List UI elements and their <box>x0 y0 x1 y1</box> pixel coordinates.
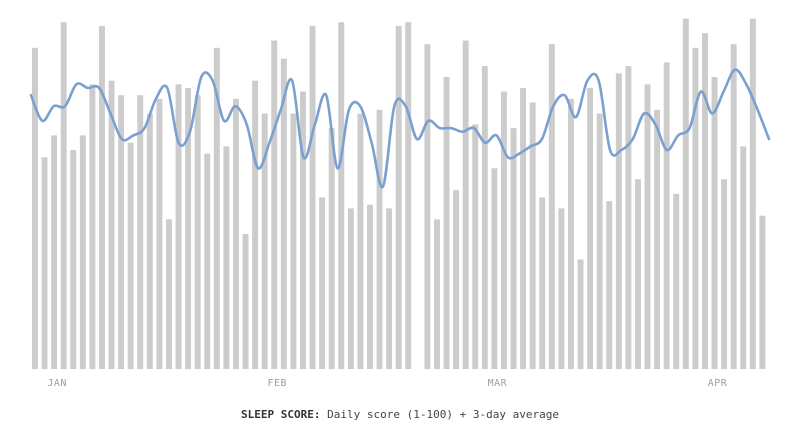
bars-group <box>32 18 766 370</box>
bar <box>635 179 641 369</box>
bar <box>644 84 651 370</box>
bar <box>271 40 278 369</box>
bar <box>51 135 58 369</box>
bar <box>99 25 105 370</box>
bar <box>749 18 756 369</box>
bar <box>376 109 383 369</box>
bar <box>319 197 326 369</box>
bar <box>261 113 268 369</box>
bar <box>32 47 38 370</box>
bar <box>702 33 708 369</box>
caption-text: Daily score (1-100) + 3-day average <box>327 408 559 421</box>
bar <box>213 47 220 370</box>
bar <box>347 208 354 369</box>
month-tick-label: APR <box>708 378 728 389</box>
bar <box>204 153 211 369</box>
bar <box>510 128 517 369</box>
bar <box>79 135 86 369</box>
bar <box>587 87 594 369</box>
bar <box>386 208 393 369</box>
bar <box>501 91 507 369</box>
bar <box>146 113 153 369</box>
bar <box>185 87 192 369</box>
bar <box>405 22 412 369</box>
bar <box>175 84 182 370</box>
bar <box>290 113 297 369</box>
bar <box>41 157 48 369</box>
bar <box>434 219 440 369</box>
bar <box>194 95 201 369</box>
bar <box>692 47 699 370</box>
average-line-group <box>29 68 771 189</box>
bar <box>280 58 287 369</box>
bar <box>367 204 373 369</box>
bar <box>615 73 622 369</box>
bar <box>654 109 661 369</box>
chart-caption: SLEEP SCORE: Daily score (1-100) + 3-day… <box>0 408 800 421</box>
bar <box>740 146 747 369</box>
bar <box>300 91 306 369</box>
bar <box>520 87 527 369</box>
month-tick-label: JAN <box>47 378 67 389</box>
bar <box>759 215 766 369</box>
bar <box>156 98 163 370</box>
bar <box>529 102 536 370</box>
bar <box>472 124 479 369</box>
bar <box>127 142 134 369</box>
bar <box>60 22 67 369</box>
caption-label: SLEEP SCORE: <box>241 408 321 421</box>
bar <box>596 113 603 369</box>
bar <box>577 259 584 369</box>
bar <box>568 98 574 370</box>
month-tick-label: MAR <box>488 378 508 389</box>
bar <box>70 150 77 369</box>
bar <box>242 233 249 369</box>
bar <box>137 95 144 369</box>
bar <box>558 208 565 369</box>
bar <box>682 18 689 369</box>
bar <box>223 146 230 369</box>
bar <box>625 66 632 370</box>
bar <box>443 77 450 369</box>
bar <box>357 113 364 369</box>
bar <box>673 193 680 369</box>
bar <box>89 84 96 370</box>
month-tick-label: FEB <box>267 378 287 389</box>
bar <box>491 168 498 369</box>
bar <box>462 40 469 369</box>
bar <box>730 44 737 370</box>
bar <box>309 25 316 370</box>
bar <box>166 219 172 369</box>
month-ticks-group: JAN FEB MAR APR <box>47 378 727 389</box>
bar <box>539 197 546 369</box>
bar <box>252 80 259 370</box>
bar <box>108 80 115 370</box>
average-line <box>29 68 771 189</box>
bar <box>606 201 613 369</box>
bar <box>328 128 335 369</box>
bar <box>338 22 345 369</box>
bar <box>663 62 670 370</box>
bar <box>721 179 728 369</box>
bar <box>711 77 718 369</box>
bar <box>118 95 125 369</box>
bar <box>233 98 239 370</box>
bar <box>548 44 555 370</box>
bar <box>453 190 460 369</box>
bar <box>424 44 431 370</box>
bar <box>395 25 402 370</box>
bar <box>481 66 488 370</box>
